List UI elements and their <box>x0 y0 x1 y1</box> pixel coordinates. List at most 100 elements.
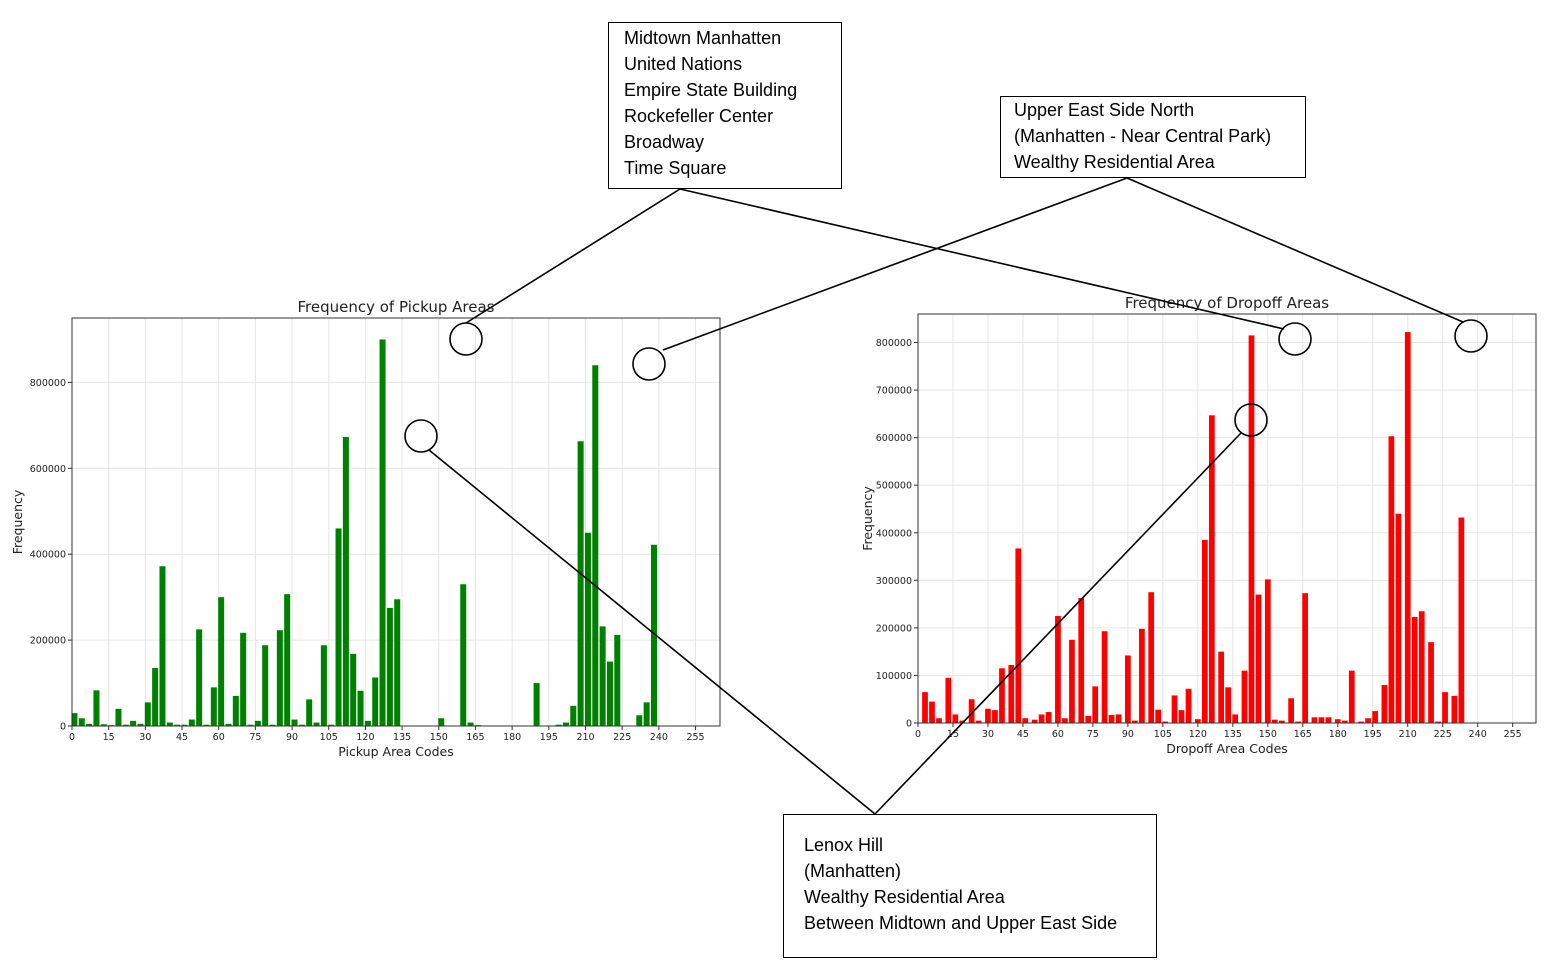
pickup-highlight-upper-east-circle <box>632 347 666 381</box>
pickup-bar-44 <box>394 599 401 726</box>
dropoff-bar-29 <box>1148 592 1155 723</box>
callout-midtown-line-2: United Nations <box>624 54 743 74</box>
pickup-bar-24 <box>247 724 254 726</box>
pickup-bar-15 <box>181 724 188 726</box>
dropoff-bar-14 <box>1031 719 1038 723</box>
pickup-xtick-label-7: 105 <box>320 732 338 743</box>
dropoff-bar-7 <box>975 720 982 723</box>
pickup-bar-23 <box>240 632 247 726</box>
callout-lenox-line-3: Wealthy Residential Area <box>804 887 1005 907</box>
pickup-bar-43 <box>386 607 393 726</box>
dropoff-bar-28 <box>1139 628 1145 723</box>
callout-midtown-line-5: Broadway <box>624 132 705 152</box>
dropoff-bar-4 <box>952 714 959 723</box>
dropoff-bar-38 <box>1218 651 1225 723</box>
dropoff-bar-51 <box>1318 717 1325 723</box>
dropoff-xtick-label-1: 15 <box>947 729 959 740</box>
pickup-bar-74 <box>614 634 621 726</box>
dropoff-bar-1 <box>929 701 935 723</box>
callout-lenox-line-1: Lenox Hill <box>804 835 884 855</box>
pickup-bar-19 <box>210 687 217 726</box>
pickup-bar-3 <box>93 690 100 726</box>
dropoff-bar-31 <box>1162 721 1169 723</box>
dropoff-y-axis-label: Frequency <box>860 486 875 551</box>
dropoff-xtick-label-3: 45 <box>1017 729 1029 740</box>
dropoff-bar-24 <box>1108 714 1115 723</box>
dropoff-ytick-label-2: 200000 <box>876 623 912 634</box>
pickup-bar-79 <box>650 544 657 726</box>
dropoff-bar-27 <box>1132 720 1138 723</box>
pickup-xtick-label-9: 135 <box>393 732 411 743</box>
dropoff-bar-32 <box>1171 695 1178 723</box>
dropoff-bar-50 <box>1311 717 1318 723</box>
pickup-bar-33 <box>313 722 320 726</box>
pickup-bar-29 <box>284 594 291 726</box>
pickup-bar-36 <box>335 528 342 726</box>
pickup-chart-title: Frequency of Pickup Areas <box>298 298 495 316</box>
pickup-bar-67 <box>562 722 569 726</box>
dropoff-bar-39 <box>1225 687 1232 723</box>
callout-upper-east-line-1: Upper East Side North <box>1014 100 1195 120</box>
dropoff-bar-8 <box>985 708 991 723</box>
dropoff-bar-13 <box>1022 718 1029 723</box>
pickup-bar-14 <box>174 724 181 726</box>
pickup-bar-20 <box>218 597 225 726</box>
pickup-bar-7 <box>122 724 129 726</box>
callout-midtown: Midtown Manhatten United Nations Empire … <box>608 22 842 189</box>
dropoff-bar-23 <box>1101 631 1108 723</box>
pickup-xtick-label-14: 210 <box>576 732 594 743</box>
dropoff-bar-9 <box>992 710 998 723</box>
dropoff-xtick-label-16: 240 <box>1469 729 1487 740</box>
dropoff-bar-46 <box>1278 720 1285 723</box>
callout-lenox-line-4: Between Midtown and Upper East Side <box>804 913 1118 933</box>
pickup-bar-68 <box>570 705 577 726</box>
dropoff-x-axis-label: Dropoff Area Codes <box>1166 741 1288 756</box>
pickup-bar-42 <box>379 339 386 726</box>
pickup-bar-11 <box>152 668 159 726</box>
pickup-bar-66 <box>555 724 562 726</box>
dropoff-ytick-label-6: 600000 <box>876 433 912 444</box>
pickup-bar-37 <box>342 436 349 726</box>
pickup-xtick-label-5: 75 <box>249 732 261 743</box>
pickup-bar-6 <box>115 708 122 726</box>
callout-midtown-line-4: Rockefeller Center <box>624 106 774 126</box>
dropoff-bar-20 <box>1078 597 1085 723</box>
dropoff-bar-22 <box>1092 686 1099 723</box>
pickup-bar-54 <box>467 722 474 726</box>
dropoff-bar-54 <box>1341 720 1348 723</box>
dropoff-chart: 0 15 30 45 60 75 90 105 120 135 150 165 180 195 210 225… <box>860 294 1537 756</box>
dropoff-bar-61 <box>1395 513 1402 723</box>
pickup-xtick-label-2: 30 <box>139 732 151 743</box>
dropoff-xtick-label-17: 255 <box>1504 729 1522 740</box>
pickup-bar-18 <box>203 724 210 726</box>
connector-midtown-dropoff <box>679 188 1285 330</box>
pickup-bar-41 <box>372 677 379 726</box>
connector-upper-east-dropoff <box>1126 177 1464 323</box>
dropoff-bar-6 <box>968 699 975 723</box>
dropoff-bar-33 <box>1178 710 1185 723</box>
dropoff-bar-35 <box>1194 719 1201 723</box>
dropoff-ytick-label-0: 0 <box>906 719 912 730</box>
dropoff-xtick-label-9: 135 <box>1224 729 1242 740</box>
dropoff-xtick-label-0: 0 <box>915 729 921 740</box>
pickup-bar-39 <box>357 690 364 726</box>
pickup-bar-32 <box>306 699 313 726</box>
dropoff-bar-52 <box>1325 717 1332 723</box>
pickup-bar-17 <box>196 629 203 726</box>
callout-upper-east-side: Upper East Side North (Manhatten - Near … <box>1000 96 1306 178</box>
pickup-xtick-label-12: 180 <box>503 732 521 743</box>
dropoff-bar-57 <box>1365 718 1371 723</box>
dropoff-bar-58 <box>1372 711 1378 723</box>
pickup-bar-34 <box>320 645 327 726</box>
pickup-xtick-label-0: 0 <box>69 732 75 743</box>
pickup-bar-8 <box>130 720 137 726</box>
pickup-xtick-label-17: 255 <box>686 732 704 743</box>
dropoff-bar-44 <box>1264 579 1271 723</box>
dropoff-bar-30 <box>1155 709 1162 723</box>
callout-upper-east-line-2: (Manhatten - Near Central Park) <box>1014 126 1272 146</box>
pickup-xtick-label-15: 225 <box>613 732 631 743</box>
dropoff-bar-68 <box>1451 695 1458 723</box>
dropoff-bar-25 <box>1115 714 1122 723</box>
dropoff-xtick-label-13: 195 <box>1364 729 1382 740</box>
pickup-bar-28 <box>276 630 283 726</box>
